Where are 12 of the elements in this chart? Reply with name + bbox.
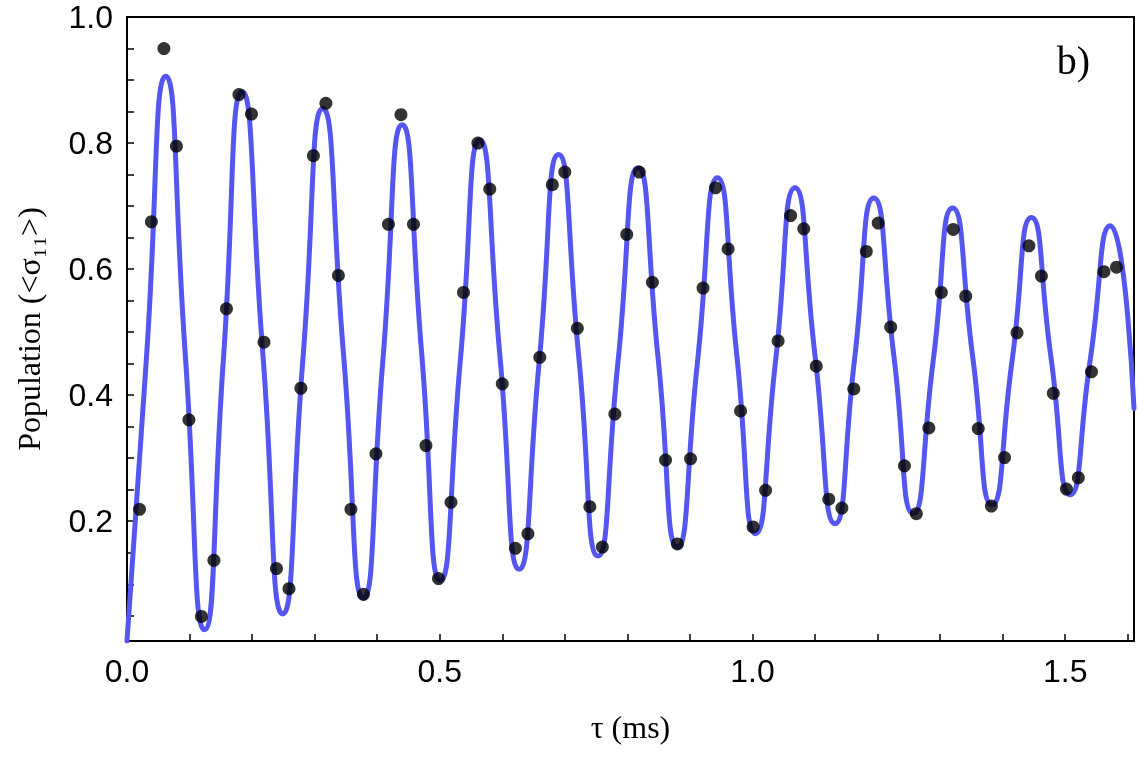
x-tick-label: 0.0	[104, 653, 150, 689]
y-tick-label: 0.2	[68, 503, 113, 540]
y-axis-title: Population (<σ₁₁>)	[11, 207, 47, 451]
x-tick-label: 1.0	[730, 653, 775, 689]
y-tick-label: 0.4	[68, 377, 113, 414]
x-axis-title: τ (ms)	[590, 709, 671, 745]
y-tick-label: 0.8	[68, 125, 113, 162]
x-tick-label: 1.5	[1042, 653, 1088, 689]
annotation: b)	[1056, 37, 1091, 83]
y-tick-label: 1.0	[68, 0, 113, 35]
y-tick-label: 0.6	[68, 251, 113, 288]
x-tick-label: 0.5	[417, 653, 462, 689]
